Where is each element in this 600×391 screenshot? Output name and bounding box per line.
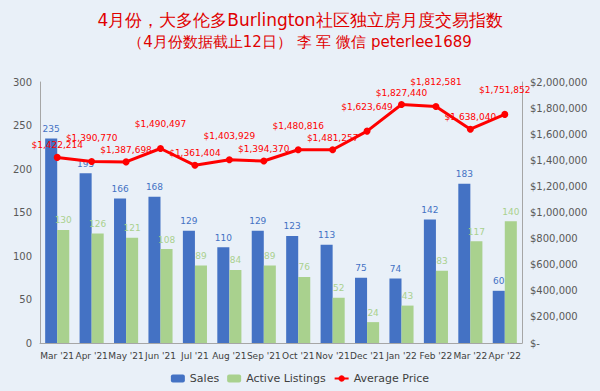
svg-text:235: 235 (43, 124, 60, 134)
svg-text:24: 24 (367, 308, 379, 318)
svg-text:$600,000: $600,000 (530, 259, 578, 270)
svg-text:123: 123 (284, 221, 301, 231)
svg-text:$1,638,040: $1,638,040 (445, 112, 497, 122)
svg-text:100: 100 (13, 251, 32, 262)
svg-text:166: 166 (111, 184, 128, 194)
svg-text:$1,387,698: $1,387,698 (100, 145, 152, 155)
svg-text:$1,403,929: $1,403,929 (204, 131, 256, 141)
svg-text:0: 0 (26, 338, 32, 349)
svg-text:250: 250 (13, 120, 32, 131)
svg-text:（4月份数据截止12日） 李 军 微信 peterlee16: （4月份数据截止12日） 李 军 微信 peterlee1689 (128, 33, 472, 51)
svg-text:300: 300 (13, 77, 32, 88)
svg-text:Aug '21: Aug '21 (212, 351, 246, 361)
svg-text:$1,480,816: $1,480,816 (272, 121, 324, 131)
svg-text:$1,361,404: $1,361,404 (169, 148, 221, 158)
svg-text:83: 83 (436, 256, 447, 266)
svg-text:$1,394,370: $1,394,370 (238, 144, 290, 154)
svg-text:May '21: May '21 (108, 351, 143, 361)
svg-text:Apr '21: Apr '21 (75, 351, 107, 361)
svg-text:43: 43 (402, 291, 413, 301)
svg-text:$1,400,000: $1,400,000 (530, 155, 587, 166)
svg-text:Jul '21: Jul '21 (180, 351, 209, 361)
svg-text:142: 142 (421, 205, 438, 215)
svg-text:$1,751,852: $1,751,852 (479, 85, 531, 95)
svg-text:$1,800,000: $1,800,000 (530, 103, 587, 114)
svg-text:Jan '22: Jan '22 (385, 351, 417, 361)
svg-text:84: 84 (230, 255, 242, 265)
svg-text:Apr '22: Apr '22 (489, 351, 521, 361)
svg-text:108: 108 (158, 235, 175, 245)
svg-text:$-: $- (530, 338, 540, 349)
svg-text:Active Listings: Active Listings (246, 372, 326, 385)
svg-text:Jun '21: Jun '21 (144, 351, 176, 361)
svg-text:140: 140 (502, 207, 519, 217)
svg-text:$400,000: $400,000 (530, 285, 578, 296)
svg-text:$1,490,497: $1,490,497 (135, 119, 187, 129)
svg-text:168: 168 (146, 182, 163, 192)
svg-text:Mar '21: Mar '21 (40, 351, 74, 361)
svg-text:110: 110 (215, 233, 232, 243)
svg-text:129: 129 (180, 216, 197, 226)
svg-text:$1,390,770: $1,390,770 (66, 133, 118, 143)
svg-text:$1,827,440: $1,827,440 (376, 88, 428, 98)
svg-text:Sales: Sales (190, 372, 220, 385)
svg-text:200: 200 (13, 164, 32, 175)
svg-text:52: 52 (333, 283, 344, 293)
svg-text:60: 60 (493, 276, 505, 286)
svg-text:130: 130 (55, 215, 72, 225)
svg-text:$1,623,649: $1,623,649 (341, 102, 393, 112)
svg-text:$800,000: $800,000 (530, 233, 578, 244)
svg-text:$1,481,257: $1,481,257 (307, 133, 359, 143)
svg-text:$1,812,581: $1,812,581 (410, 77, 462, 87)
svg-text:195: 195 (77, 158, 95, 169)
svg-text:75: 75 (355, 263, 366, 273)
svg-text:89: 89 (264, 251, 276, 261)
svg-text:Sep '21: Sep '21 (247, 351, 281, 361)
svg-text:Nov '21: Nov '21 (315, 351, 349, 361)
svg-text:$1,600,000: $1,600,000 (530, 129, 587, 140)
svg-text:$1,422,214: $1,422,214 (31, 140, 83, 151)
svg-text:50: 50 (19, 294, 32, 305)
svg-text:4月份，大多伦多Burlington社区独立房月度交易指数: 4月份，大多伦多Burlington社区独立房月度交易指数 (97, 10, 502, 30)
svg-text:74: 74 (390, 264, 402, 274)
svg-text:113: 113 (318, 230, 335, 240)
svg-text:$2,000,000: $2,000,000 (530, 77, 587, 88)
svg-text:Feb '22: Feb '22 (420, 351, 453, 361)
svg-text:Oct '21: Oct '21 (282, 351, 314, 361)
svg-text:89: 89 (195, 251, 207, 261)
svg-text:Mar '22: Mar '22 (453, 351, 487, 361)
svg-text:150: 150 (13, 207, 32, 218)
svg-text:$1,000,000: $1,000,000 (530, 207, 587, 218)
svg-text:183: 183 (456, 169, 473, 179)
svg-text:76: 76 (299, 262, 311, 272)
svg-text:126: 126 (89, 219, 106, 229)
svg-text:117: 117 (468, 227, 485, 237)
svg-text:129: 129 (249, 216, 266, 226)
svg-text:Average Price: Average Price (354, 372, 430, 385)
svg-text:121: 121 (124, 223, 141, 233)
svg-text:$1,200,000: $1,200,000 (530, 181, 587, 192)
svg-text:Dec '21: Dec '21 (350, 351, 384, 361)
svg-text:$200,000: $200,000 (530, 311, 578, 322)
